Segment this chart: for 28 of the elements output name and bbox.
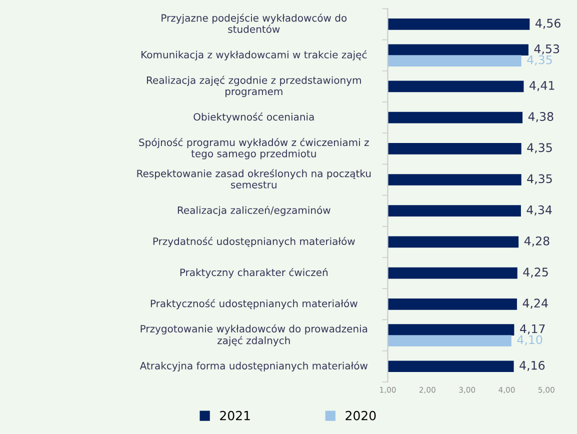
data-label: 4,10 bbox=[517, 335, 542, 346]
y-tick-label: Respektowanie zasad określonych na początku semestru bbox=[137, 169, 371, 188]
data-label: 4,35 bbox=[527, 55, 552, 66]
y-tick-label: Realizacja zajęć zgodnie z przedstawionym programem bbox=[146, 76, 361, 98]
legend-label: 2020 bbox=[346, 410, 376, 420]
data-label: 4,41 bbox=[530, 81, 554, 92]
y-tick-label: Atrakcyjna forma udostępnianych materiałów bbox=[140, 361, 368, 372]
data-label: 4,16 bbox=[520, 360, 545, 371]
y-tick-label: Praktyczny charakter ćwiczeń bbox=[180, 268, 328, 278]
y-tick-label: Obiektywność oceniania bbox=[194, 112, 314, 123]
legend-label: 2021 bbox=[220, 410, 250, 420]
y-tick-label: Przygotowanie wykładowców do prowadzenia zajęć zdalnych bbox=[140, 324, 368, 346]
y-tick-label: Przyjazne podejście wykładowców do studentów bbox=[162, 14, 347, 33]
data-label: 4,24 bbox=[522, 298, 548, 309]
data-label: 4,35 bbox=[527, 174, 552, 184]
y-tick-label: Przydatność udostępnianych materiałów bbox=[153, 236, 355, 247]
y-tick-label: Praktyczność udostępnianych materiałów bbox=[150, 299, 358, 310]
data-label: 4,34 bbox=[526, 205, 552, 216]
data-label: 4,38 bbox=[528, 112, 554, 122]
data-label: 4,56 bbox=[535, 18, 560, 29]
data-label: 4,28 bbox=[524, 236, 550, 247]
data-label: 4,53 bbox=[534, 44, 560, 54]
data-label: 4,25 bbox=[523, 268, 548, 278]
data-label: 4,35 bbox=[527, 143, 552, 154]
data-label: 4,17 bbox=[520, 324, 545, 334]
y-tick-label: Komunikacja z wykładowcami w trakcie zajęć bbox=[142, 50, 367, 60]
y-tick-label: Realizacja zaliczeń/egzaminów bbox=[178, 206, 330, 216]
y-tick-label: Spójność programu wykładów z ćwiczeniami z tego samego przedmiotu bbox=[139, 138, 369, 160]
